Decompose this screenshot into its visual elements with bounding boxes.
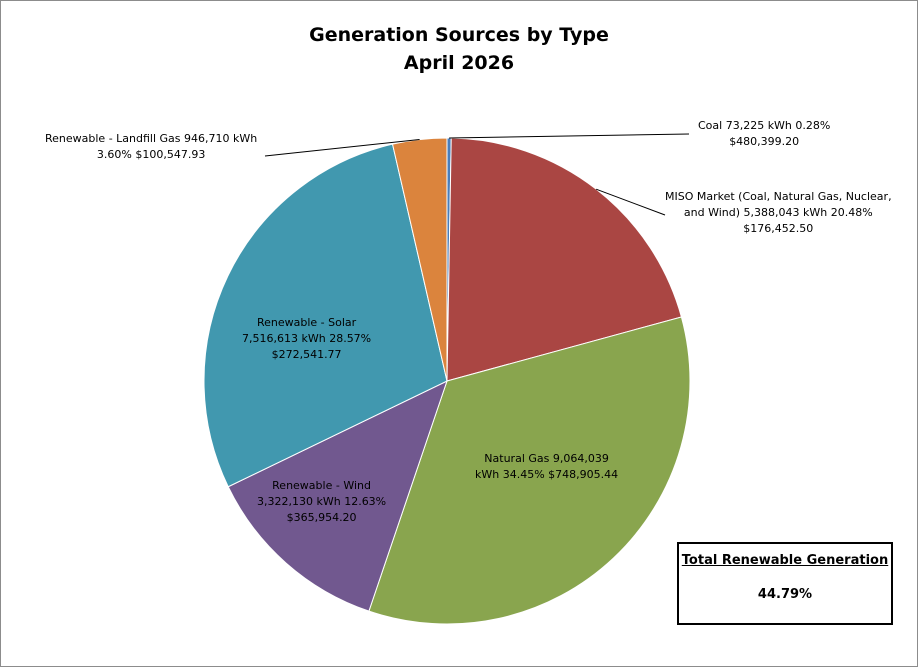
data-label-wind-line2: 3,322,130 kWh 12.63%	[257, 495, 387, 508]
pie-slice-renewable-solar	[203, 143, 448, 488]
leader-line-miso	[595, 188, 666, 216]
data-label-miso-line2: and Wind) 5,388,043 kWh 20.48%	[683, 206, 873, 219]
data-label-landfill-gas-line2: 3.60% $100,547.93	[96, 148, 206, 161]
data-label-natural-gas-line1: Natural Gas 9,064,039	[484, 452, 609, 465]
pie-slice-miso-market-coal-natural-gas-nuclear-and-wind	[446, 137, 683, 382]
data-label-wind: Renewable - Wind 3,322,130 kWh 12.63% $3…	[257, 478, 386, 526]
total-renewable-title: Total Renewable Generation	[681, 553, 889, 568]
data-label-wind-line3: $365,954.20	[286, 511, 357, 524]
pie-slices	[203, 137, 691, 625]
data-label-natural-gas: Natural Gas 9,064,039 kWh 34.45% $748,90…	[475, 451, 618, 483]
data-label-miso: MISO Market (Coal, Natural Gas, Nuclear,…	[665, 189, 892, 237]
leader-lines	[264, 133, 690, 216]
leader-line-coal	[449, 133, 690, 139]
data-label-coal-line1: Coal 73,225 kWh 0.28%	[698, 119, 831, 132]
data-label-miso-line1: MISO Market (Coal, Natural Gas, Nuclear,	[665, 190, 892, 203]
total-renewable-value: 44.79%	[757, 587, 813, 602]
total-renewable-box: Total Renewable Generation 44.79%	[677, 542, 893, 625]
data-label-landfill-gas: Renewable - Landfill Gas 946,710 kWh 3.6…	[45, 131, 257, 163]
chart-title-block: Generation Sources by Type April 2026	[1, 21, 917, 77]
leader-line-landfill-gas	[264, 139, 420, 157]
data-label-wind-line1: Renewable - Wind	[272, 479, 371, 492]
pie-slice-renewable-landfill-gas	[391, 137, 448, 382]
pie-slice-renewable-wind	[227, 380, 448, 612]
data-label-landfill-gas-line1: Renewable - Landfill Gas 946,710 kWh	[45, 132, 258, 145]
chart-subtitle: April 2026	[403, 52, 515, 74]
data-label-miso-line3: $176,452.50	[743, 222, 814, 235]
data-label-solar: Renewable - Solar 7,516,613 kWh 28.57% $…	[242, 315, 371, 363]
data-label-solar-line1: Renewable - Solar	[256, 316, 357, 329]
data-label-coal: Coal 73,225 kWh 0.28% $480,399.20	[698, 118, 830, 150]
data-label-coal-line2: $480,399.20	[729, 135, 800, 148]
data-label-solar-line3: $272,541.77	[271, 348, 342, 361]
pie-slice-natural-gas	[368, 316, 691, 625]
data-label-solar-line2: 7,516,613 kWh 28.57%	[242, 332, 372, 345]
chart-title: Generation Sources by Type	[309, 24, 609, 46]
data-label-natural-gas-line2: kWh 34.45% $748,905.44	[475, 468, 619, 481]
